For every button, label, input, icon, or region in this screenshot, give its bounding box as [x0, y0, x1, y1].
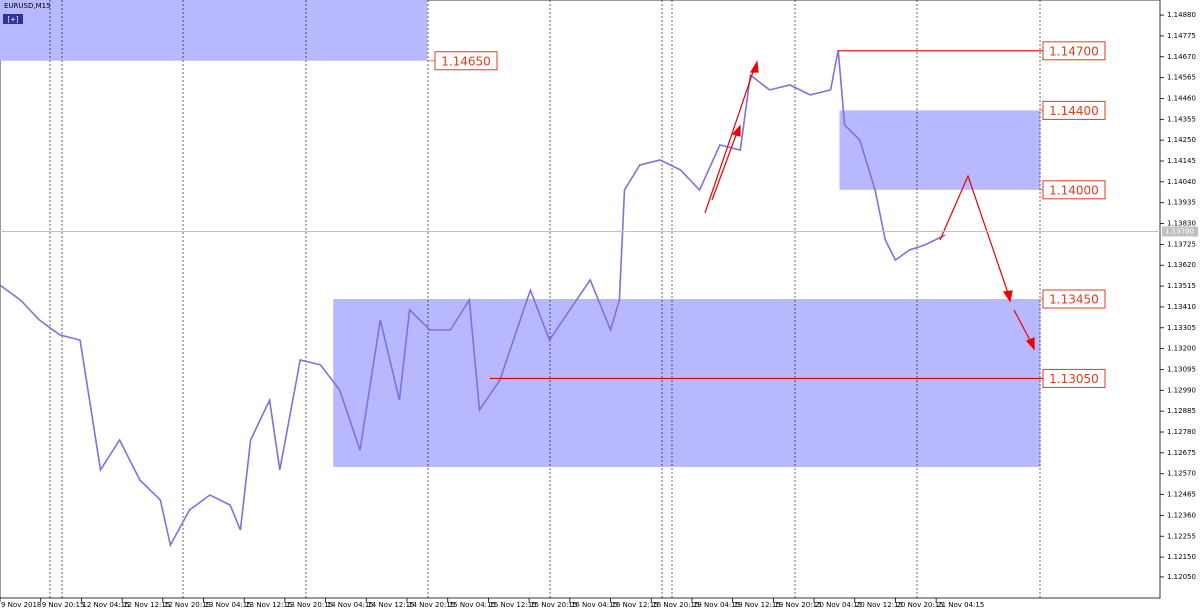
y-tick-label: 1.13410 — [1167, 303, 1196, 311]
level-label: 1.14700 — [1049, 44, 1099, 58]
y-tick-label: 1.14880 — [1167, 11, 1196, 19]
x-tick-label: 12 Nov 04:15 — [82, 601, 129, 609]
x-tick-label: 21 Nov 04:15 — [937, 601, 984, 609]
y-tick-label: 1.12885 — [1167, 407, 1196, 415]
y-tick-label: 1.13935 — [1167, 199, 1196, 207]
y-tick-label: 1.14040 — [1167, 178, 1196, 186]
x-tick-label: 13 Nov 20:15 — [286, 601, 333, 609]
toggle-button[interactable] — [3, 14, 23, 24]
y-tick-label: 1.12990 — [1167, 386, 1196, 394]
price-line — [0, 49, 946, 548]
x-tick-label: 20 Nov 20:15 — [896, 601, 943, 609]
x-tick-label: 19 Nov 20:15 — [774, 601, 821, 609]
level-label: 1.13450 — [1049, 293, 1099, 307]
y-tick-label: 1.14670 — [1167, 53, 1196, 61]
y-tick-label: 1.12570 — [1167, 470, 1196, 478]
current-price-label: 1.13790 — [1165, 227, 1194, 235]
y-tick-label: 1.13620 — [1167, 261, 1196, 269]
y-tick-label: 1.13515 — [1167, 282, 1196, 290]
x-tick-label: 15 Nov 04:15 — [449, 601, 496, 609]
x-tick-label: 15 Nov 12:15 — [489, 601, 536, 609]
y-tick-label: 1.14460 — [1167, 94, 1196, 102]
y-tick-label: 1.12255 — [1167, 532, 1196, 540]
y-tick-label: 1.13725 — [1167, 240, 1196, 248]
symbol-label: EURUSD,M15 — [4, 2, 51, 10]
y-tick-label: 1.13095 — [1167, 365, 1196, 373]
projection-arrows — [704, 60, 1035, 351]
x-tick-label: 20 Nov 04:15 — [815, 601, 862, 609]
y-tick-label: 1.12675 — [1167, 449, 1196, 457]
x-tick-label: 16 Nov 12:15 — [612, 601, 659, 609]
level-box — [434, 51, 498, 71]
y-tick-label: 1.12780 — [1167, 428, 1196, 436]
y-tick-label: 1.13305 — [1167, 324, 1196, 332]
level-box — [1042, 100, 1106, 120]
y-tick-label: 1.14775 — [1167, 32, 1196, 40]
x-tick-label: 12 Nov 12:15 — [123, 601, 170, 609]
y-tick-label: 1.13200 — [1167, 345, 1196, 353]
current-price-box — [1162, 226, 1198, 237]
x-tick-label: 19 Nov 04:15 — [693, 601, 740, 609]
price-zone — [839, 110, 1041, 190]
x-tick-label: 14 Nov 12:15 — [367, 601, 414, 609]
y-tick-label: 1.14355 — [1167, 115, 1196, 123]
toggle-button-label[interactable]: [+] — [7, 16, 19, 24]
x-tick-label: 16 Nov 20:15 — [652, 601, 699, 609]
x-tick-label: 13 Nov 04:15 — [205, 601, 252, 609]
y-tick-label: 1.14565 — [1167, 74, 1196, 82]
y-tick-label: 1.12360 — [1167, 511, 1196, 519]
level-box — [1042, 368, 1106, 388]
y-tick-label: 1.14250 — [1167, 136, 1196, 144]
x-tick-label: 12 Nov 20:15 — [164, 601, 211, 609]
x-tick-label: 9 Nov 2018 — [1, 601, 41, 609]
level-label: 1.14650 — [441, 54, 491, 68]
y-tick-label: 1.12050 — [1167, 573, 1196, 581]
price-zone — [0, 0, 428, 61]
price-zone — [333, 299, 1041, 467]
x-tick-label: 9 Nov 20:15 — [42, 601, 85, 609]
x-tick-label: 19 Nov 12:15 — [734, 601, 781, 609]
level-box — [1042, 289, 1106, 309]
x-tick-label: 14 Nov 04:15 — [327, 601, 374, 609]
y-tick-label: 1.13830 — [1167, 220, 1196, 228]
y-tick-label: 1.12465 — [1167, 491, 1196, 499]
y-tick-label: 1.14145 — [1167, 157, 1196, 165]
level-box — [1042, 41, 1106, 61]
y-tick-label: 1.12150 — [1167, 553, 1196, 561]
x-tick-label: 13 Nov 12:15 — [245, 601, 292, 609]
x-tick-label: 15 Nov 20:15 — [530, 601, 577, 609]
x-tick-label: 20 Nov 12:15 — [856, 601, 903, 609]
x-tick-label: 16 Nov 04:15 — [571, 601, 618, 609]
level-label: 1.13050 — [1049, 372, 1099, 386]
level-box — [1042, 180, 1106, 200]
x-tick-label: 14 Nov 20:15 — [408, 601, 455, 609]
level-label: 1.14000 — [1049, 183, 1099, 197]
level-label: 1.14400 — [1049, 104, 1099, 118]
